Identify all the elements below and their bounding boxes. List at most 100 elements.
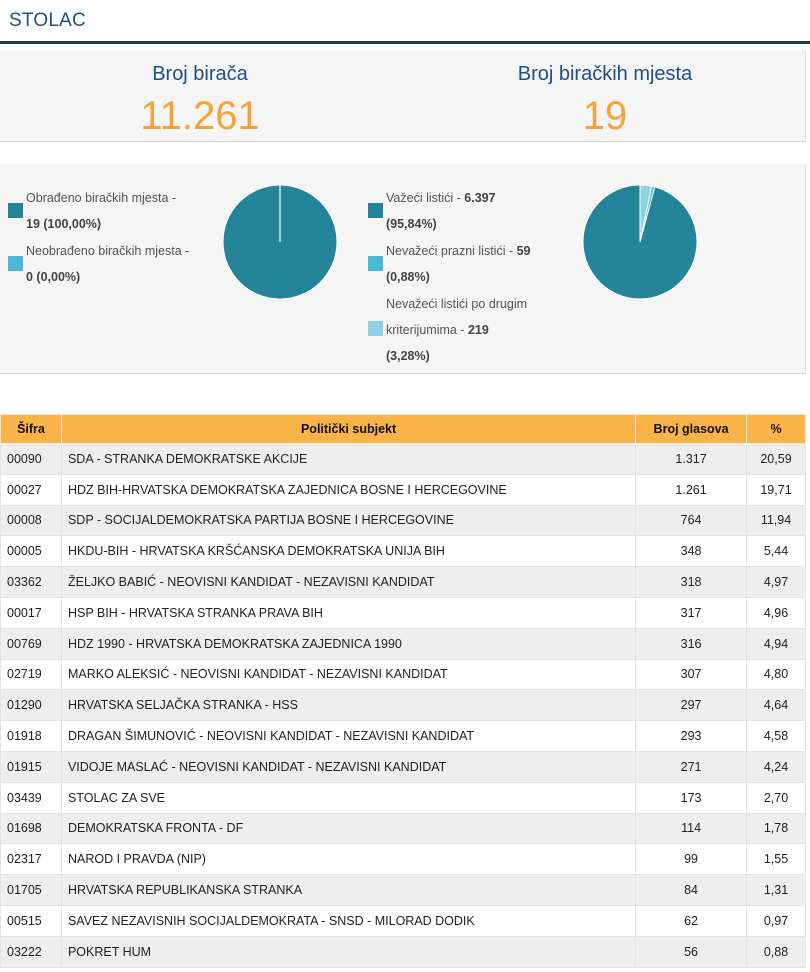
cell-party: SDA - STRANKA DEMOKRATSKE AKCIJE: [60, 443, 637, 475]
cell-code: 00008: [0, 504, 62, 537]
stat-polling-stations-value: 19: [582, 94, 628, 138]
cell-party: POKRET HUM: [60, 935, 637, 968]
cell-percent: 0,97: [746, 904, 806, 937]
cell-party: HKDU-BIH - HRVATSKA KRŠĆANSKA DEMOKRATSK…: [60, 535, 637, 568]
cell-votes: 348: [635, 535, 747, 568]
cell-percent: 19,71: [746, 473, 806, 506]
table-row: 02317 NAROD I PRAVDA (NIP) 99 1,55: [0, 843, 806, 876]
cell-votes: 307: [635, 658, 747, 691]
cell-votes: 62: [635, 904, 747, 937]
table-row: 00090 SDA - STRANKA DEMOKRATSKE AKCIJE 1.3…: [0, 443, 806, 475]
stat-voters: Broj birača 11.261: [100, 60, 300, 136]
legend-text: Važeći listići - 6.397 (95,84%): [386, 185, 496, 237]
table-row: 03362 ŽELJKO BABIĆ - NEOVISNI KANDIDAT - …: [0, 566, 806, 598]
cell-code: 01915: [0, 750, 62, 783]
col-header-percent[interactable]: %: [746, 414, 806, 444]
cell-votes: 84: [635, 874, 747, 906]
legend-line: Neobrađeno biračkih mjesta -: [26, 244, 190, 258]
stat-polling-stations: Broj biračkih mjesta 19: [480, 60, 730, 136]
cell-party: HRVATSKA SELJAČKA STRANKA - HSS: [60, 689, 637, 722]
cell-code: 03222: [0, 935, 62, 968]
col-header-votes[interactable]: Broj glasova: [635, 414, 747, 444]
legend-text: Nevažeći listići po drugim kriterijumima…: [386, 291, 527, 369]
page-title: STOLAC: [9, 10, 86, 31]
cell-party: MARKO ALEKSIĆ - NEOVISNI KANDIDAT - NEZA…: [60, 658, 637, 691]
legend-value: 0 (0,00%): [26, 270, 81, 284]
table-row: 01290 HRVATSKA SELJAČKA STRANKA - HSS 297 4…: [0, 689, 806, 722]
legend-percent: (95,84%): [386, 217, 437, 231]
legend-line: Nevažeći listići po drugim: [386, 297, 528, 311]
cell-code: 00515: [0, 904, 62, 937]
cell-code: 01698: [0, 812, 62, 845]
cell-code: 00005: [0, 535, 62, 568]
pie-slice[interactable]: [639, 184, 653, 243]
legend-percent: (0,88%): [386, 270, 430, 284]
table-row: 01918 DRAGAN ŠIMUNOVIĆ - NEOVISNI KANDIDA…: [0, 720, 806, 752]
cell-code: 03362: [0, 566, 62, 598]
legend-line: kriterijumima -: [386, 323, 468, 337]
cell-code: 00027: [0, 473, 62, 506]
table-row: 01915 VIDOJE MASLAĆ - NEOVISNI KANDIDAT -…: [0, 750, 806, 783]
cell-party: HSP BIH - HRVATSKA STRANKA PRAVA BIH: [60, 596, 637, 629]
cell-code: 01290: [0, 689, 62, 722]
legend-swatch: [368, 203, 383, 218]
table-row: 00769 HDZ 1990 - HRVATSKA DEMOKRATSKA ZAJ…: [0, 627, 806, 660]
col-header-code[interactable]: Šifra: [0, 414, 62, 444]
cell-votes: 173: [635, 781, 747, 814]
cell-percent: 4,64: [746, 689, 806, 722]
cell-percent: 4,80: [746, 658, 806, 691]
cell-code: 01705: [0, 874, 62, 906]
legend-line: Obrađeno biračkih mjesta -: [26, 191, 177, 205]
cell-party: HDZ BIH-HRVATSKA DEMOKRATSKA ZAJEDNICA B…: [60, 473, 637, 506]
stat-voters-value: 11.261: [140, 94, 260, 138]
cell-percent: 20,59: [746, 443, 806, 475]
cell-party: SDP - SOCIJALDEMOKRATSKA PARTIJA BOSNE I…: [60, 504, 637, 537]
cell-party: HRVATSKA REPUBLIKANSKA STRANKA: [60, 874, 637, 906]
legend-value: 219: [467, 323, 489, 337]
cell-party: ŽELJKO BABIĆ - NEOVISNI KANDIDAT - NEZAV…: [60, 566, 637, 598]
cell-party: DEMOKRATSKA FRONTA - DF: [60, 812, 637, 845]
col-header-party[interactable]: Politički subjekt: [60, 414, 637, 444]
cell-votes: 764: [635, 504, 747, 537]
cell-percent: 11,94: [746, 504, 806, 537]
cell-votes: 317: [635, 596, 747, 629]
cell-percent: 5,44: [746, 535, 806, 568]
cell-code: 00769: [0, 627, 62, 660]
cell-party: DRAGAN ŠIMUNOVIĆ - NEOVISNI KANDIDAT - N…: [60, 720, 637, 752]
legend-value: 6.397: [464, 191, 496, 205]
table-row: 00027 HDZ BIH-HRVATSKA DEMOKRATSKA ZAJEDN…: [0, 473, 806, 506]
cell-code: 02719: [0, 658, 62, 691]
table-row: 00515 SAVEZ NEZAVISNIH SOCIJALDEMOKRATA -…: [0, 904, 806, 937]
table-row: 00008 SDP - SOCIJALDEMOKRATSKA PARTIJA BO…: [0, 504, 806, 537]
table-row: 03222 POKRET HUM 56 0,88: [0, 935, 806, 968]
cell-party: NAROD I PRAVDA (NIP): [60, 843, 637, 876]
legend-text: Neobrađeno biračkih mjesta - 0 (0,00%): [26, 238, 189, 290]
legend-percent: (3,28%): [386, 349, 430, 363]
cell-votes: 297: [635, 689, 747, 722]
cell-votes: 1.261: [635, 473, 747, 506]
cell-votes: 56: [635, 935, 747, 968]
cell-percent: 4,58: [746, 720, 806, 752]
cell-votes: 99: [635, 843, 747, 876]
legend-swatch: [368, 321, 383, 336]
cell-code: 02317: [0, 843, 62, 876]
cell-percent: 1,55: [746, 843, 806, 876]
pie-chart-ballots: [582, 184, 698, 300]
cell-party: STOLAC ZA SVE: [60, 781, 637, 814]
cell-votes: 318: [635, 566, 747, 598]
cell-code: 00017: [0, 596, 62, 629]
legend-swatch: [8, 203, 23, 218]
cell-percent: 1,78: [746, 812, 806, 845]
cell-votes: 271: [635, 750, 747, 783]
legend-text: Obrađeno biračkih mjesta - 19 (100,00%): [26, 185, 176, 237]
cell-party: SAVEZ NEZAVISNIH SOCIJALDEMOKRATA - SNSD…: [60, 904, 637, 937]
header-bar: STOLAC: [0, 0, 810, 44]
stat-voters-label: Broj birača: [152, 63, 248, 85]
cell-votes: 293: [635, 720, 747, 752]
cell-percent: 4,97: [746, 566, 806, 598]
legend-swatch: [368, 256, 383, 271]
cell-party: HDZ 1990 - HRVATSKA DEMOKRATSKA ZAJEDNIC…: [60, 627, 637, 660]
table-row: 00005 HKDU-BIH - HRVATSKA KRŠĆANSKA DEMOK…: [0, 535, 806, 568]
cell-party: VIDOJE MASLAĆ - NEOVISNI KANDIDAT - NEZA…: [60, 750, 637, 783]
table-row: 02719 MARKO ALEKSIĆ - NEOVISNI KANDIDAT -…: [0, 658, 806, 691]
